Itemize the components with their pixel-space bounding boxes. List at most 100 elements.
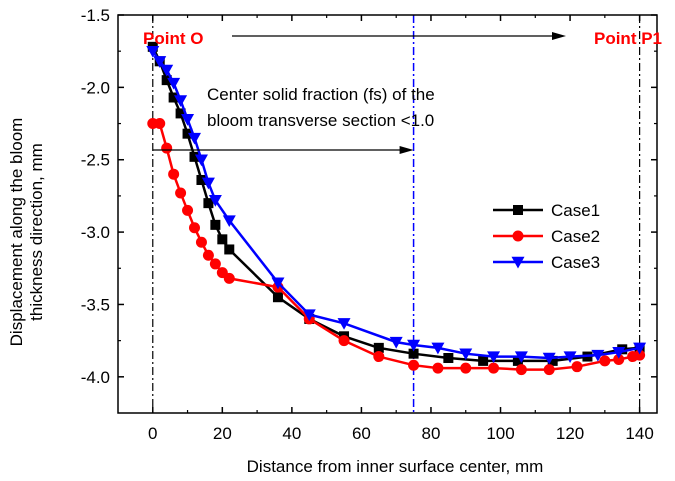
case2-point xyxy=(543,364,555,376)
legend-swatch-marker xyxy=(513,205,523,215)
case3-point xyxy=(431,342,445,355)
legend-label-case3: Case3 xyxy=(551,253,600,272)
y-tick-label: -3.0 xyxy=(81,223,110,242)
x-tick-label: 80 xyxy=(422,424,441,443)
case3-point xyxy=(160,64,174,77)
x-tick-label: 60 xyxy=(352,424,371,443)
y-tick-label: -2.0 xyxy=(81,78,110,97)
plot-frame xyxy=(117,14,658,414)
case2-point xyxy=(182,204,194,216)
case3-point xyxy=(194,154,208,167)
case3-point xyxy=(337,318,351,330)
case1-point xyxy=(443,353,454,364)
x-tick-label: 120 xyxy=(556,424,584,443)
case1-point xyxy=(547,355,558,366)
case1-point xyxy=(512,355,523,366)
case2-point xyxy=(460,362,472,374)
fs-annotation-line-1: Center solid fraction (fs) of the xyxy=(207,85,435,104)
y-axis-label-line-1: Displacement along the bloom xyxy=(7,118,26,347)
case1-point xyxy=(272,292,283,303)
case3-point xyxy=(514,351,528,364)
case2-point xyxy=(189,222,201,234)
case1-point xyxy=(161,75,172,86)
x-tick-label: 100 xyxy=(486,424,514,443)
case2-point xyxy=(168,168,180,180)
case3-point xyxy=(174,95,188,107)
x-axis-label: Distance from inner surface center, mm xyxy=(247,457,544,476)
legend-item-case1: Case1 xyxy=(493,201,600,220)
case1-point xyxy=(168,92,179,103)
x-tick-label: 0 xyxy=(148,424,157,443)
x-tick-label: 140 xyxy=(625,424,653,443)
series-case3 xyxy=(146,45,647,365)
case3-point xyxy=(459,348,473,361)
y-tick-label: -3.5 xyxy=(81,295,110,314)
case1-point xyxy=(478,355,489,366)
case2-point xyxy=(202,249,214,261)
legend: Case1 Case2 Case3 xyxy=(493,201,600,272)
series-layer xyxy=(146,41,647,376)
case3-point xyxy=(167,77,181,90)
fs-annotation-line-2: bloom transverse section <1.0 xyxy=(207,111,434,130)
case3-point xyxy=(591,349,605,362)
case2-point xyxy=(209,258,221,270)
case3-point xyxy=(201,177,215,190)
legend-swatch-marker xyxy=(511,256,525,269)
case2-point xyxy=(175,187,187,199)
case2-point xyxy=(634,349,646,361)
case3-point xyxy=(208,195,222,207)
case2-point xyxy=(161,142,173,154)
case3-point xyxy=(542,352,556,365)
point-p1-label: Point P1 xyxy=(594,29,662,48)
case3-point xyxy=(222,215,236,228)
legend-label-case2: Case2 xyxy=(551,227,600,246)
case3-point xyxy=(407,339,421,352)
case2-point xyxy=(373,351,385,363)
case1-point xyxy=(408,348,419,359)
case3-point xyxy=(302,309,316,322)
case3-point xyxy=(487,351,501,364)
y-tick-label: -2.5 xyxy=(81,151,110,170)
case1-point xyxy=(224,244,235,255)
case1-point xyxy=(182,128,193,139)
legend-swatch-marker xyxy=(512,230,524,242)
case2-point xyxy=(338,335,350,347)
case2-point xyxy=(432,362,444,374)
x-tick-label: 40 xyxy=(282,424,301,443)
case2-point xyxy=(599,355,611,367)
legend-item-case3: Case3 xyxy=(493,253,600,272)
case3-point xyxy=(188,132,202,145)
case1-point xyxy=(196,174,207,185)
point-o-to-p1-arrowhead xyxy=(552,32,566,40)
case3-point xyxy=(146,45,160,58)
case1-point xyxy=(217,234,228,245)
case1-point xyxy=(175,108,186,119)
legend-label-case1: Case1 xyxy=(551,201,600,220)
case3-point xyxy=(633,342,647,355)
case2-point xyxy=(613,353,625,365)
legend-item-case2: Case2 xyxy=(493,227,600,246)
point-o-label: Point O xyxy=(143,29,203,48)
case2-point xyxy=(154,118,166,130)
case3-point xyxy=(153,56,167,68)
case2-point xyxy=(408,359,420,371)
annotation-arrows xyxy=(152,32,566,154)
case3-point xyxy=(612,347,626,359)
case2-point xyxy=(488,362,500,374)
case1-point xyxy=(203,198,214,209)
y-axis-label-line-2: thickness direction, mm xyxy=(27,143,46,321)
case2-point xyxy=(571,361,583,373)
case1-point xyxy=(210,219,221,230)
case2-point xyxy=(223,272,235,284)
x-tick-label: 20 xyxy=(213,424,232,443)
case3-point xyxy=(563,351,577,364)
case3-point xyxy=(181,114,195,126)
case3-point xyxy=(389,336,403,349)
case1-point xyxy=(373,342,384,353)
series-case1 xyxy=(147,41,645,366)
case1-point xyxy=(189,151,200,162)
y-tick-label: -1.5 xyxy=(81,6,110,25)
case2-point xyxy=(195,236,207,248)
